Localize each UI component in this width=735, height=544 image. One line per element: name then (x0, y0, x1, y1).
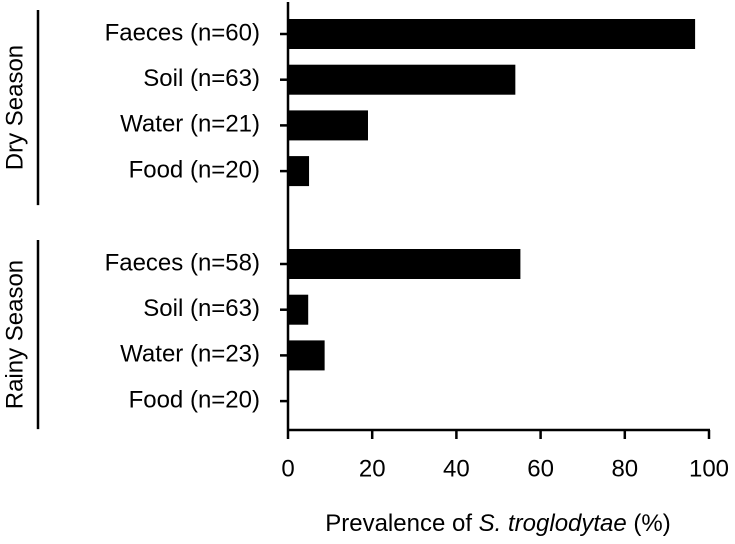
bar (288, 294, 309, 325)
x-axis-label-part: Prevalence of (325, 510, 478, 537)
x-tick-label: 100 (689, 455, 729, 482)
bar (288, 249, 521, 279)
x-tick-label: 40 (443, 455, 470, 482)
bar (288, 110, 368, 141)
y-tick-label: Food (n=20) (129, 386, 260, 413)
bar (288, 64, 516, 95)
x-tick-label: 80 (611, 455, 638, 482)
x-axis-label: Prevalence of S. troglodytae (%) (325, 510, 671, 537)
x-tick-label: 60 (527, 455, 554, 482)
x-axis-label-part: S. troglodytae (479, 510, 627, 537)
group-label: Dry Season (1, 45, 28, 170)
y-tick-label: Water (n=23) (120, 341, 260, 368)
bar (288, 19, 696, 49)
x-tick-label: 0 (281, 455, 294, 482)
y-tick-label: Soil (n=63) (143, 65, 260, 92)
y-tick-label: Water (n=21) (120, 111, 260, 138)
bar (288, 340, 325, 371)
y-tick-label: Faeces (n=58) (105, 249, 260, 276)
y-tick-label: Faeces (n=60) (105, 19, 260, 46)
x-axis-label-part: (%) (627, 510, 671, 537)
group-label: Rainy Season (1, 260, 28, 409)
y-tick-label: Soil (n=63) (143, 295, 260, 322)
bar (288, 156, 310, 187)
x-tick-label: 20 (359, 455, 386, 482)
y-tick-label: Food (n=20) (129, 156, 260, 183)
